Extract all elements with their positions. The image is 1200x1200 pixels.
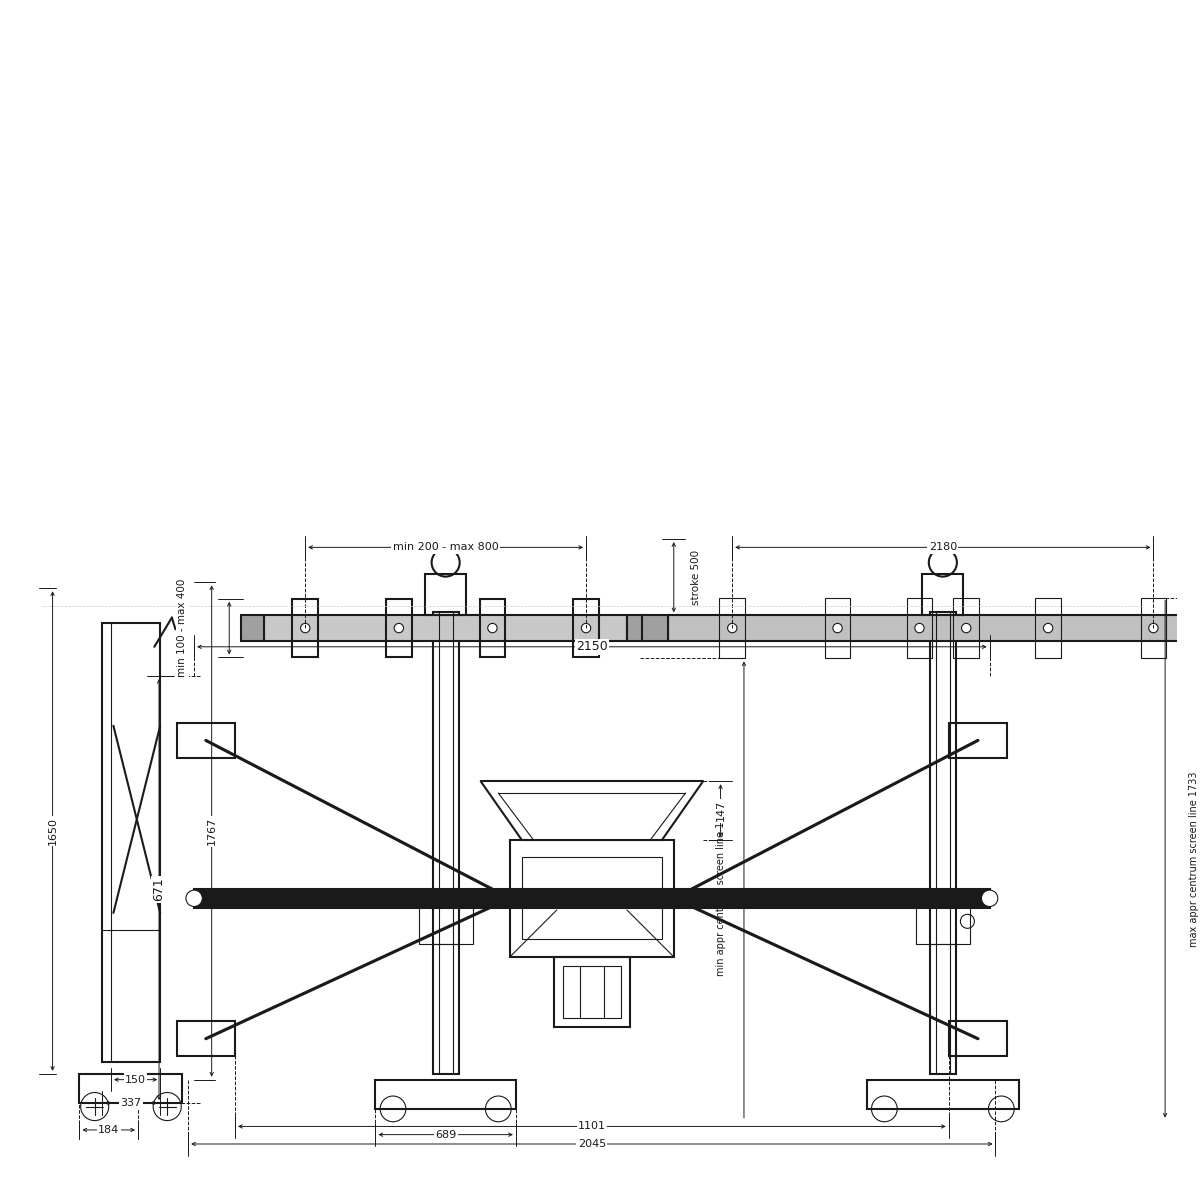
Circle shape <box>487 623 497 632</box>
Bar <box>949 722 1007 758</box>
Text: 147: 147 <box>715 800 726 821</box>
Bar <box>949 1021 1007 1056</box>
Circle shape <box>300 623 310 632</box>
Bar <box>522 857 662 940</box>
Bar <box>574 599 599 658</box>
Text: 1650: 1650 <box>48 817 58 845</box>
Bar <box>930 612 955 1074</box>
Bar <box>176 722 235 758</box>
Bar <box>79 1074 182 1103</box>
Text: 1101: 1101 <box>578 1122 606 1132</box>
Text: 337: 337 <box>120 1098 142 1108</box>
Text: 671: 671 <box>152 877 166 901</box>
Text: 2150: 2150 <box>576 641 607 653</box>
Bar <box>554 956 630 1027</box>
Bar <box>433 612 458 1074</box>
Bar <box>386 599 412 658</box>
Circle shape <box>982 890 998 906</box>
Circle shape <box>1044 623 1052 632</box>
Bar <box>916 899 970 944</box>
Bar <box>194 889 990 907</box>
Bar <box>376 1080 516 1109</box>
Bar <box>102 623 160 1062</box>
Bar <box>264 616 626 641</box>
Text: max appr centrum screen line 1733: max appr centrum screen line 1733 <box>1188 772 1199 947</box>
Text: min appr centrum screen line 1233: min appr centrum screen line 1233 <box>716 803 726 976</box>
Bar <box>719 598 745 659</box>
Bar <box>510 840 673 956</box>
Circle shape <box>833 623 842 632</box>
Bar <box>824 598 851 659</box>
Text: 184: 184 <box>98 1124 119 1135</box>
Bar <box>626 616 650 641</box>
Circle shape <box>581 623 590 632</box>
Circle shape <box>394 623 403 632</box>
Bar <box>906 598 932 659</box>
Bar <box>293 599 318 658</box>
Circle shape <box>914 623 924 632</box>
Bar <box>866 1080 1019 1109</box>
Text: stroke 500: stroke 500 <box>691 550 701 605</box>
Bar <box>1140 598 1166 659</box>
Circle shape <box>1148 623 1158 632</box>
Bar <box>563 966 620 1018</box>
Bar <box>1036 598 1061 659</box>
Text: 2045: 2045 <box>577 1139 606 1148</box>
Text: 1767: 1767 <box>206 817 217 845</box>
Bar <box>419 899 473 944</box>
Circle shape <box>186 890 203 906</box>
Text: min 100 - max 400: min 100 - max 400 <box>178 578 187 677</box>
Bar <box>480 599 505 658</box>
Bar <box>425 575 466 616</box>
Bar <box>668 616 1200 641</box>
Circle shape <box>727 623 737 632</box>
Bar <box>642 616 668 641</box>
Circle shape <box>961 623 971 632</box>
Bar <box>923 575 964 616</box>
Bar <box>176 1021 235 1056</box>
Bar <box>953 598 979 659</box>
Bar <box>241 616 264 641</box>
Text: 689: 689 <box>436 1129 456 1140</box>
Text: 150: 150 <box>125 1075 146 1085</box>
Text: min 200 - max 800: min 200 - max 800 <box>392 542 498 552</box>
Text: 2180: 2180 <box>929 542 956 552</box>
